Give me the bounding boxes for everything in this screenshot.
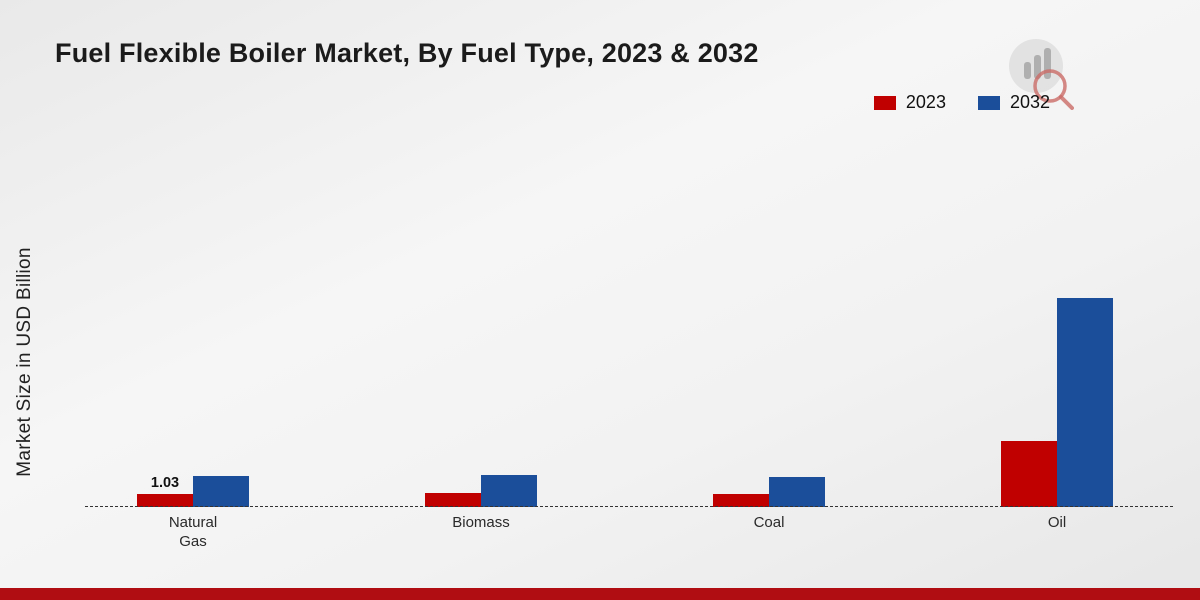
- bar-2023-natural-gas: [137, 494, 193, 507]
- data-label-2023-natural-gas: 1.03: [150, 475, 180, 491]
- legend-item-2032: 2032: [977, 92, 1050, 113]
- bar-2023-biomass: [425, 493, 481, 507]
- footer-accent-bar: [0, 588, 1200, 600]
- x-axis-category-labels: Natural Gas Biomass Coal Oil: [85, 514, 1200, 554]
- legend-swatch-2032: [977, 95, 1000, 110]
- y-axis-label: Market Size in USD Billion: [14, 247, 35, 477]
- bar-2032-natural-gas: [193, 476, 249, 507]
- chart-legend: 2023 2032: [856, 92, 1050, 113]
- x-axis-baseline: [85, 506, 1173, 507]
- bar-2032-biomass: [481, 475, 537, 507]
- logo-magnifier-handle: [1059, 95, 1074, 110]
- category-label-coal: Coal: [753, 514, 785, 531]
- plot-area: 1.03: [85, 77, 1200, 507]
- bar-2023-coal: [713, 494, 769, 507]
- bar-2023-oil: [1001, 441, 1057, 507]
- legend-label-2023: 2023: [905, 92, 946, 112]
- legend-label-2032: 2032: [1009, 92, 1050, 112]
- bar-2032-coal: [769, 477, 825, 507]
- category-label-biomass: Biomass: [452, 514, 510, 531]
- logo-bar-short: [1024, 62, 1031, 79]
- legend-item-2023: 2023: [873, 92, 946, 113]
- category-label-oil: Oil: [1047, 514, 1067, 531]
- chart-title: Fuel Flexible Boiler Market, By Fuel Typ…: [55, 38, 759, 68]
- logo-bar-mid: [1034, 55, 1041, 79]
- category-label-natural-gas: Natural Gas: [168, 514, 218, 550]
- logo-magnifier-ring: [1033, 69, 1067, 103]
- bar-2032-oil: [1057, 298, 1113, 507]
- legend-swatch-2023: [873, 95, 896, 110]
- brand-logo: [1009, 39, 1074, 110]
- logo-bar-tall: [1044, 48, 1051, 79]
